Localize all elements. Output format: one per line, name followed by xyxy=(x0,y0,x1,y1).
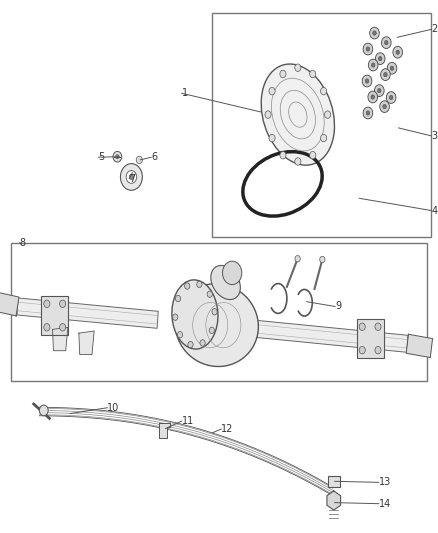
Circle shape xyxy=(359,323,365,330)
Text: 11: 11 xyxy=(182,416,194,426)
Circle shape xyxy=(359,346,365,354)
Circle shape xyxy=(295,158,301,165)
Polygon shape xyxy=(17,298,158,328)
Circle shape xyxy=(378,88,381,93)
Ellipse shape xyxy=(261,64,335,165)
Polygon shape xyxy=(0,292,19,316)
Circle shape xyxy=(175,295,180,302)
Circle shape xyxy=(375,53,385,64)
Ellipse shape xyxy=(211,265,240,300)
Text: 12: 12 xyxy=(221,424,233,434)
Circle shape xyxy=(113,151,122,162)
Polygon shape xyxy=(79,331,94,354)
Text: 7: 7 xyxy=(129,174,135,183)
Circle shape xyxy=(386,92,396,103)
Ellipse shape xyxy=(175,284,258,367)
Circle shape xyxy=(197,281,202,287)
Text: 6: 6 xyxy=(151,152,157,162)
Circle shape xyxy=(173,314,178,320)
Circle shape xyxy=(363,43,373,55)
Circle shape xyxy=(60,300,66,308)
Circle shape xyxy=(269,134,275,142)
Circle shape xyxy=(212,309,217,315)
Circle shape xyxy=(362,75,372,87)
Circle shape xyxy=(370,27,379,39)
Text: 2: 2 xyxy=(431,25,438,34)
Bar xyxy=(357,319,384,358)
Circle shape xyxy=(116,155,119,159)
Circle shape xyxy=(129,174,134,180)
Circle shape xyxy=(280,70,286,78)
Circle shape xyxy=(393,46,403,58)
Text: 14: 14 xyxy=(379,499,391,508)
Bar xyxy=(11,243,427,381)
Circle shape xyxy=(385,41,388,45)
Circle shape xyxy=(136,156,142,164)
Circle shape xyxy=(177,332,183,338)
Circle shape xyxy=(390,66,394,70)
Circle shape xyxy=(295,64,301,71)
Circle shape xyxy=(387,62,397,74)
Circle shape xyxy=(383,104,386,109)
Text: 9: 9 xyxy=(335,302,341,311)
Ellipse shape xyxy=(172,280,218,349)
Circle shape xyxy=(381,37,391,49)
Text: 10: 10 xyxy=(107,403,120,413)
Circle shape xyxy=(295,255,300,262)
Circle shape xyxy=(126,171,137,183)
Polygon shape xyxy=(245,319,408,352)
Circle shape xyxy=(381,69,390,80)
Circle shape xyxy=(265,111,271,118)
Text: 1: 1 xyxy=(182,88,188,98)
Circle shape xyxy=(378,56,382,61)
Circle shape xyxy=(374,85,384,96)
Circle shape xyxy=(184,283,190,289)
Circle shape xyxy=(310,70,316,78)
Circle shape xyxy=(200,340,205,346)
Circle shape xyxy=(365,79,369,83)
Circle shape xyxy=(371,63,375,67)
Circle shape xyxy=(366,111,370,115)
Text: 5: 5 xyxy=(99,152,105,162)
Bar xyxy=(212,13,431,237)
Circle shape xyxy=(380,101,389,112)
Circle shape xyxy=(321,134,327,142)
Circle shape xyxy=(375,346,381,354)
Bar xyxy=(328,476,340,487)
Text: 3: 3 xyxy=(431,131,438,141)
Circle shape xyxy=(389,95,393,100)
Circle shape xyxy=(310,151,316,159)
Circle shape xyxy=(325,111,331,118)
Circle shape xyxy=(373,31,376,35)
Polygon shape xyxy=(406,334,433,358)
Circle shape xyxy=(44,300,50,308)
Circle shape xyxy=(280,151,286,159)
Circle shape xyxy=(120,164,142,190)
Text: 13: 13 xyxy=(379,478,391,487)
Circle shape xyxy=(371,95,374,99)
Circle shape xyxy=(209,327,215,334)
Text: 8: 8 xyxy=(20,238,26,247)
Bar xyxy=(41,296,68,335)
Circle shape xyxy=(366,47,370,51)
Circle shape xyxy=(363,107,373,119)
Circle shape xyxy=(321,87,327,95)
Circle shape xyxy=(320,256,325,263)
Circle shape xyxy=(384,72,387,77)
Circle shape xyxy=(44,324,50,331)
Circle shape xyxy=(375,323,381,330)
Circle shape xyxy=(188,342,193,348)
Circle shape xyxy=(368,59,378,71)
Text: 4: 4 xyxy=(431,206,438,215)
Polygon shape xyxy=(53,327,68,351)
Circle shape xyxy=(207,291,212,297)
Circle shape xyxy=(223,261,242,285)
Circle shape xyxy=(60,324,66,331)
Circle shape xyxy=(368,91,378,103)
Circle shape xyxy=(396,50,399,54)
Circle shape xyxy=(269,87,275,95)
Polygon shape xyxy=(327,491,341,510)
Circle shape xyxy=(39,405,48,416)
Polygon shape xyxy=(159,423,170,438)
